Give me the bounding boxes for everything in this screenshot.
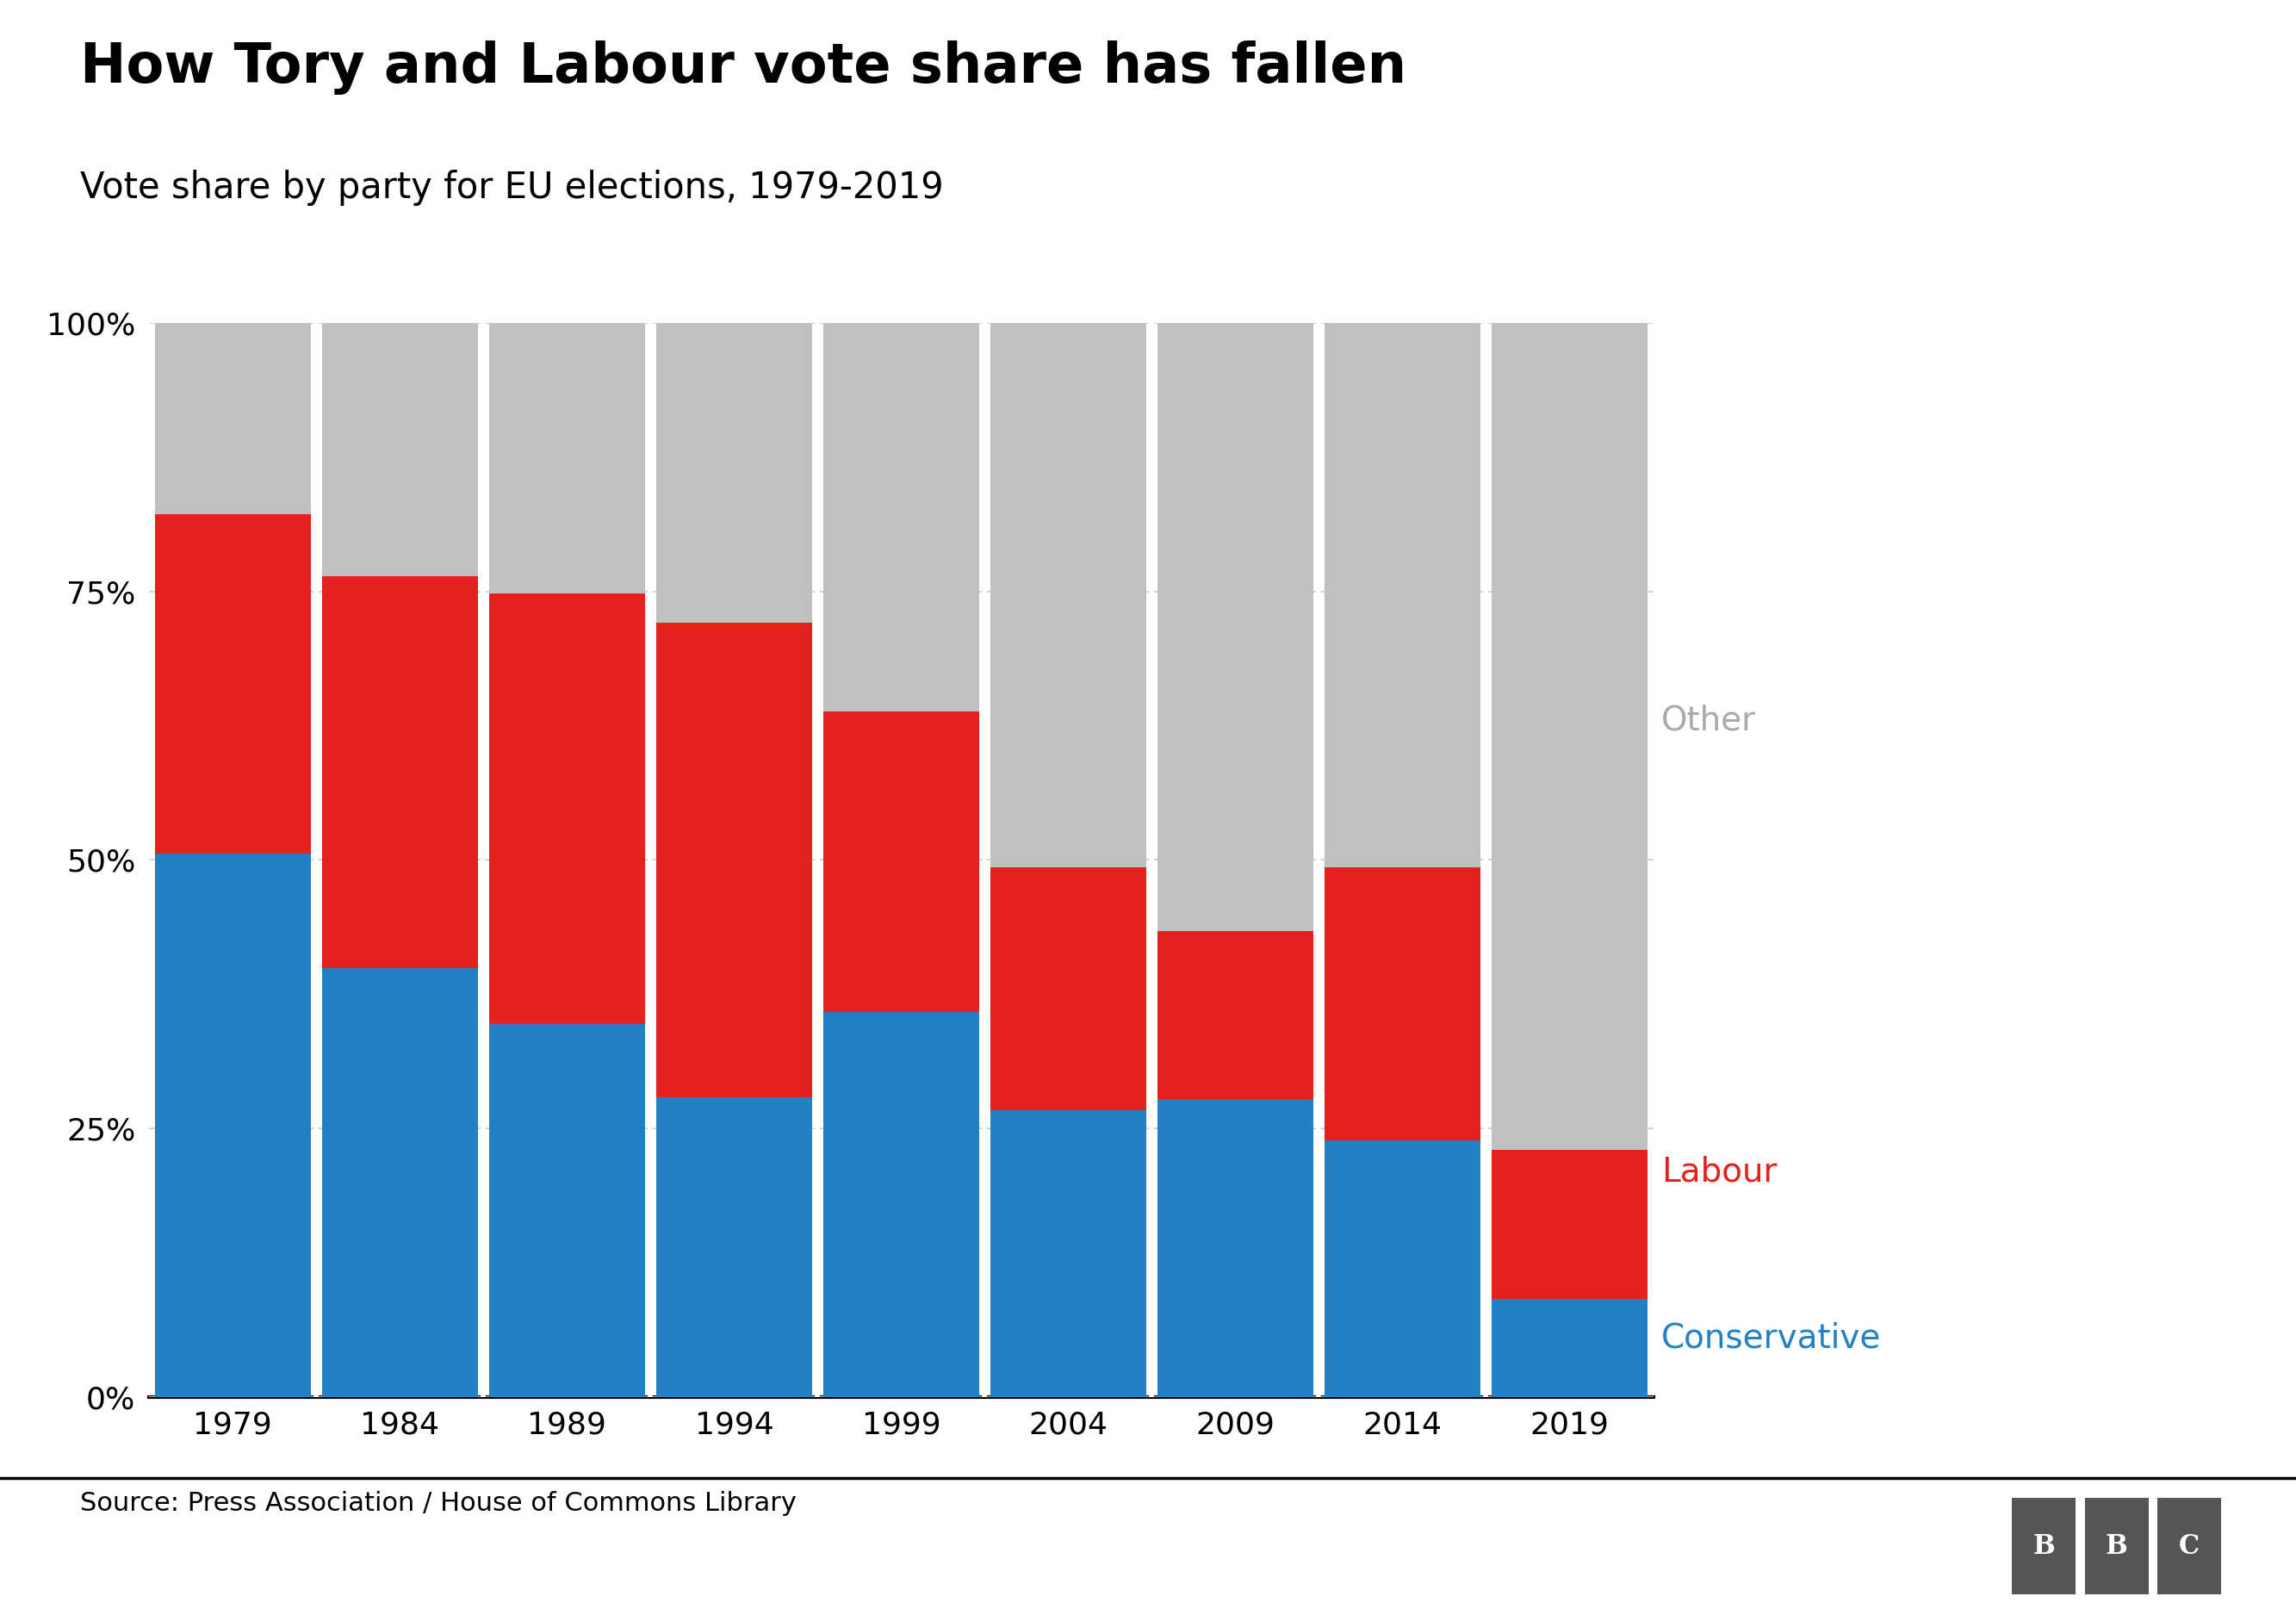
Bar bbox=[1492, 1150, 1646, 1298]
Text: Labour: Labour bbox=[1662, 1155, 1777, 1187]
Text: Vote share by party for EU elections, 1979-2019: Vote share by party for EU elections, 19… bbox=[80, 170, 944, 205]
Bar bbox=[321, 577, 478, 969]
Bar bbox=[1325, 1140, 1481, 1397]
Text: Source: Press Association / House of Commons Library: Source: Press Association / House of Com… bbox=[80, 1491, 797, 1515]
Bar bbox=[321, 969, 478, 1397]
Text: Conservative: Conservative bbox=[1662, 1321, 1880, 1355]
Bar bbox=[2011, 1499, 2076, 1594]
Bar bbox=[990, 1110, 1146, 1397]
Bar bbox=[824, 1013, 978, 1397]
Bar bbox=[1492, 323, 1646, 1150]
Bar bbox=[321, 323, 478, 577]
Bar bbox=[489, 1024, 645, 1397]
Bar bbox=[1325, 867, 1481, 1140]
Text: B: B bbox=[2032, 1533, 2055, 1560]
Text: B: B bbox=[2105, 1533, 2128, 1560]
Bar bbox=[657, 623, 813, 1097]
Bar bbox=[489, 594, 645, 1024]
Bar bbox=[657, 323, 813, 623]
Bar bbox=[990, 323, 1146, 867]
Bar bbox=[1325, 323, 1481, 867]
Bar bbox=[156, 323, 310, 514]
Bar bbox=[1157, 323, 1313, 930]
Bar bbox=[156, 514, 310, 854]
Bar bbox=[2085, 1499, 2149, 1594]
Bar bbox=[824, 323, 978, 712]
Text: C: C bbox=[2179, 1533, 2200, 1560]
Bar bbox=[824, 712, 978, 1013]
Bar bbox=[1157, 930, 1313, 1100]
Text: How Tory and Labour vote share has fallen: How Tory and Labour vote share has falle… bbox=[80, 40, 1407, 95]
Bar bbox=[990, 867, 1146, 1110]
Bar bbox=[657, 1097, 813, 1397]
Bar bbox=[156, 854, 310, 1397]
Bar bbox=[1492, 1298, 1646, 1397]
Bar bbox=[1157, 1100, 1313, 1397]
Text: Other: Other bbox=[1662, 704, 1756, 736]
Bar bbox=[489, 323, 645, 594]
Bar bbox=[2158, 1499, 2220, 1594]
